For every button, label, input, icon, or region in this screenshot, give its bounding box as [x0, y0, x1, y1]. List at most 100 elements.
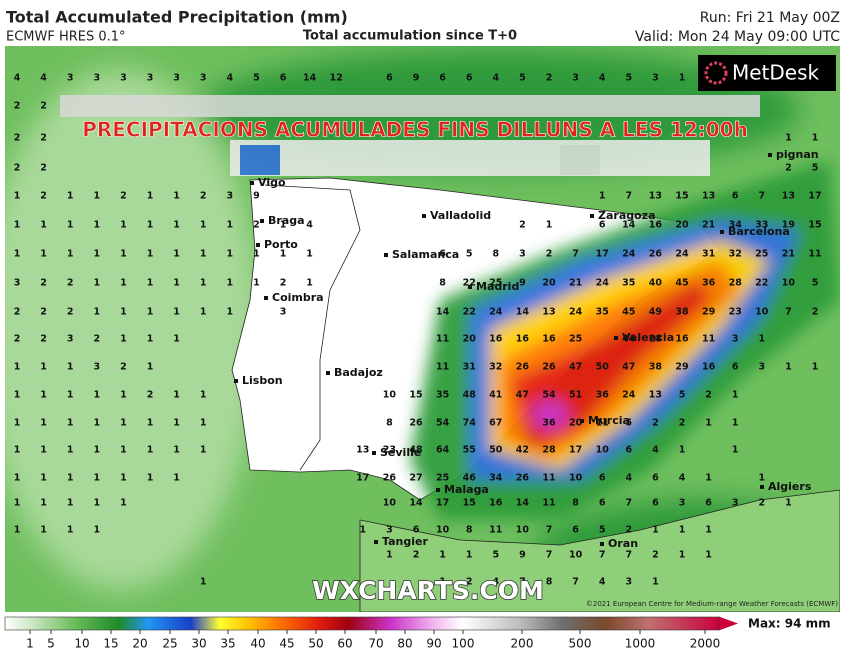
grid-value: 41: [489, 390, 502, 401]
city-dot: [580, 419, 584, 423]
grid-value: 2: [280, 278, 287, 289]
grid-value: 1: [147, 278, 154, 289]
grid-value: 14: [622, 220, 636, 231]
grid-value: 11: [542, 473, 555, 484]
grid-value: 11: [436, 334, 449, 345]
grid-value: 1: [93, 278, 100, 289]
grid-value: 15: [409, 390, 422, 401]
colorbar-max: Max: 94 mm: [748, 617, 831, 631]
grid-value: 10: [516, 525, 530, 536]
grid-value: 10: [755, 307, 769, 318]
city-label: Murcia: [588, 414, 630, 427]
city-dot: [372, 451, 376, 455]
grid-value: 47: [569, 362, 582, 373]
grid-value: 36: [542, 418, 556, 429]
grid-value: 16: [542, 334, 556, 345]
grid-value: 6: [705, 498, 712, 509]
grid-value: 46: [463, 473, 477, 484]
city-dot: [590, 214, 594, 218]
grid-value: 1: [40, 362, 47, 373]
grid-value: 1: [679, 73, 686, 84]
grid-value: 1: [466, 550, 473, 561]
grid-value: 7: [572, 249, 579, 260]
grid-value: 20: [675, 220, 689, 231]
city-dot: [760, 485, 764, 489]
grid-value: 6: [280, 73, 287, 84]
grid-value: 2: [679, 418, 686, 429]
grid-value: 40: [649, 278, 663, 289]
grid-value: 38: [649, 362, 663, 373]
grid-value: 1: [67, 390, 74, 401]
grid-value: 31: [702, 249, 715, 260]
grid-value: 1: [93, 473, 100, 484]
city-dot: [468, 285, 472, 289]
grid-value: 15: [808, 220, 821, 231]
grid-value: 1: [280, 220, 287, 231]
grid-value: 24: [675, 249, 689, 260]
logo: MetDesk: [732, 61, 820, 85]
grid-value: 1: [67, 498, 74, 509]
grid-value: 8: [572, 498, 579, 509]
grid-value: 1: [226, 307, 233, 318]
city-dot: [260, 219, 264, 223]
grid-value: 5: [519, 73, 526, 84]
grid-value: 5: [253, 73, 260, 84]
grid-value: 1: [359, 525, 366, 536]
grid-value: 1: [439, 577, 446, 588]
grid-value: 10: [383, 390, 397, 401]
grid-value: 16: [649, 220, 663, 231]
grid-value: 6: [732, 362, 739, 373]
grid-value: 1: [732, 390, 739, 401]
grid-value: 1: [306, 249, 313, 260]
grid-value: 4: [492, 577, 499, 588]
colorbar-tick-label: 2000: [690, 637, 721, 651]
grid-value: 11: [542, 498, 555, 509]
grid-value: 33: [755, 220, 768, 231]
colorbar-tick-label: 5: [47, 637, 55, 651]
grid-value: 2: [413, 550, 420, 561]
grid-value: 7: [519, 577, 526, 588]
grid-value: 15: [675, 191, 688, 202]
grid-value: 2: [93, 334, 100, 345]
logo-box: [698, 55, 836, 91]
grid-value: 5: [599, 525, 606, 536]
grid-value: 3: [226, 191, 233, 202]
colorbar-tick-label: 100: [452, 637, 475, 651]
city-dot: [768, 153, 772, 157]
cities: Vigo Braga Porto Coimbra Lisbon Badajoz Sevill…: [234, 148, 819, 550]
grid-value: 26: [542, 362, 556, 373]
grid-value: 1: [67, 191, 74, 202]
grid-value: 2: [40, 163, 47, 174]
grid-value: 4: [625, 473, 632, 484]
colorbar-gradient: [4, 616, 721, 631]
grid-value: 1: [93, 418, 100, 429]
city-label: Valladolid: [430, 209, 491, 222]
grid-value: 1: [93, 191, 100, 202]
grid-value: 1: [173, 418, 180, 429]
logo-icon: [704, 61, 728, 85]
city-dot: [384, 253, 388, 257]
grid-value: 2: [67, 278, 74, 289]
grid-value: 1: [67, 525, 74, 536]
grid-value: 1: [93, 445, 100, 456]
grid-value: 32: [489, 362, 502, 373]
grid-value: 6: [439, 249, 446, 260]
grid-value: 1: [147, 362, 154, 373]
grid-value: 44: [622, 334, 636, 345]
grid-value: 6: [439, 73, 446, 84]
grid-value: 2: [758, 498, 765, 509]
grid-value: 34: [489, 473, 503, 484]
colorbar-tick-label: 60: [337, 637, 352, 651]
grid-value: 8: [466, 525, 473, 536]
grid-value: 26: [383, 473, 397, 484]
grid-value: 24: [622, 249, 636, 260]
grid-value: 1: [173, 473, 180, 484]
grid-value: 11: [808, 249, 821, 260]
colorbar-tick-label: 50: [308, 637, 323, 651]
grid-value: 28: [542, 445, 556, 456]
city-label: Zaragoza: [598, 209, 656, 222]
headline: PRECIPITACIONS ACUMULADES FINS DILLUNS A…: [82, 118, 748, 142]
grid-value: 8: [386, 418, 393, 429]
grid-value: 1: [705, 418, 712, 429]
